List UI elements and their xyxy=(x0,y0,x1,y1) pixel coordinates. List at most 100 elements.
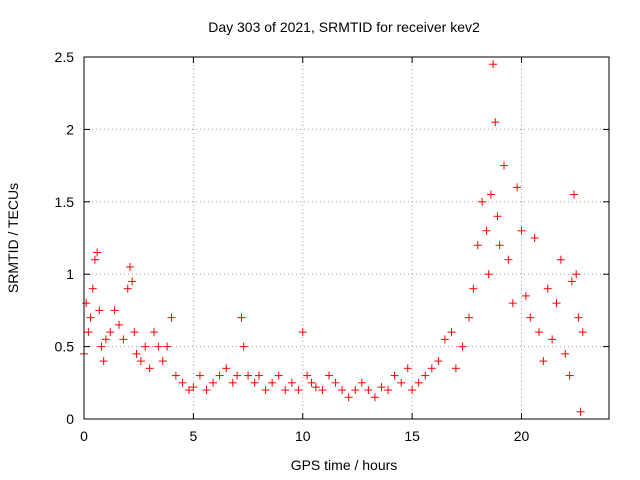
data-point xyxy=(178,378,187,387)
data-point xyxy=(572,270,581,279)
y-tick-label: 0 xyxy=(66,411,74,427)
data-point xyxy=(447,328,456,337)
data-point xyxy=(565,371,574,380)
data-point xyxy=(303,371,312,380)
grid xyxy=(84,57,609,419)
data-point xyxy=(570,190,578,199)
y-tick-label: 1 xyxy=(66,266,74,282)
data-point xyxy=(556,255,565,264)
data-point xyxy=(268,378,277,387)
data-point xyxy=(298,328,307,337)
data-point xyxy=(125,262,134,271)
data-point xyxy=(421,371,430,380)
data-point xyxy=(548,335,557,344)
data-point xyxy=(489,60,498,69)
data-point xyxy=(141,342,150,351)
data-point xyxy=(171,371,180,380)
data-point xyxy=(222,364,231,373)
data-point xyxy=(136,357,145,366)
x-tick-label: 5 xyxy=(189,428,197,444)
data-point xyxy=(478,197,487,206)
data-point xyxy=(427,364,436,373)
y-tick-label: 0.5 xyxy=(55,339,75,355)
data-point xyxy=(132,349,141,358)
x-axis-label: GPS time / hours xyxy=(291,457,398,473)
data-point xyxy=(535,328,543,337)
data-point xyxy=(338,386,347,395)
data-point xyxy=(513,183,522,192)
data-point xyxy=(95,306,104,315)
data-point xyxy=(484,270,493,279)
data-point xyxy=(500,161,508,170)
data-point xyxy=(250,378,259,387)
data-point xyxy=(233,371,242,380)
x-tick-label: 15 xyxy=(404,428,420,444)
data-point xyxy=(517,226,526,235)
data-point xyxy=(325,371,333,380)
data-point xyxy=(215,371,224,380)
data-point xyxy=(281,386,290,395)
data-point xyxy=(115,320,123,329)
data-point xyxy=(130,328,139,337)
data-point xyxy=(434,357,443,366)
x-tick-label: 10 xyxy=(295,428,311,444)
data-point xyxy=(530,234,539,242)
data-point xyxy=(119,335,128,344)
data-point xyxy=(311,383,320,392)
data-point xyxy=(408,386,417,395)
data-point xyxy=(90,255,99,264)
data-point xyxy=(154,342,163,351)
data-point xyxy=(167,313,176,322)
data-point xyxy=(576,407,585,416)
data-point xyxy=(578,328,587,337)
data-point xyxy=(99,357,108,366)
data-point xyxy=(414,378,423,387)
data-point xyxy=(97,342,106,351)
data-point xyxy=(163,342,172,351)
data-point xyxy=(244,371,253,380)
data-point xyxy=(255,371,263,380)
chart-title: Day 303 of 2021, SRMTID for receiver kev… xyxy=(208,19,480,35)
data-point xyxy=(237,313,246,322)
y-axis-label: SRMTID / TECUs xyxy=(5,183,21,293)
data-point xyxy=(486,190,495,199)
data-point xyxy=(440,335,449,344)
data-point xyxy=(331,378,340,387)
data-point xyxy=(539,357,548,366)
data-point xyxy=(543,284,552,293)
data-point xyxy=(106,328,115,337)
data-point xyxy=(451,364,460,373)
data-point xyxy=(469,284,478,293)
data-point xyxy=(377,383,386,392)
data-point xyxy=(84,328,93,337)
data-point xyxy=(526,313,535,322)
y-tick-label: 2.5 xyxy=(55,49,75,65)
data-point xyxy=(202,386,211,395)
data-point xyxy=(307,378,316,387)
data-point xyxy=(493,212,502,221)
data-point xyxy=(185,386,193,395)
data-point xyxy=(101,335,110,344)
data-point xyxy=(239,342,248,351)
data-point xyxy=(261,386,270,395)
data-point xyxy=(294,386,303,395)
data-point xyxy=(93,248,102,257)
data-point xyxy=(287,378,296,387)
axis-ticks: 0 5 10 15 20 0 0.5 1 1.5 2 2.5 xyxy=(55,49,609,444)
data-point xyxy=(567,277,576,286)
data-point xyxy=(574,313,583,322)
data-point xyxy=(504,255,513,264)
data-point xyxy=(123,284,132,293)
plot-frame xyxy=(83,56,610,420)
data-point xyxy=(508,299,517,308)
data-point xyxy=(397,378,406,387)
data-point xyxy=(473,241,482,250)
data-point xyxy=(228,378,237,387)
data-point xyxy=(128,277,137,286)
x-tick-label: 20 xyxy=(514,428,530,444)
data-point xyxy=(344,393,353,402)
data-point xyxy=(521,291,530,300)
data-point xyxy=(145,364,154,373)
data-point xyxy=(364,386,373,395)
